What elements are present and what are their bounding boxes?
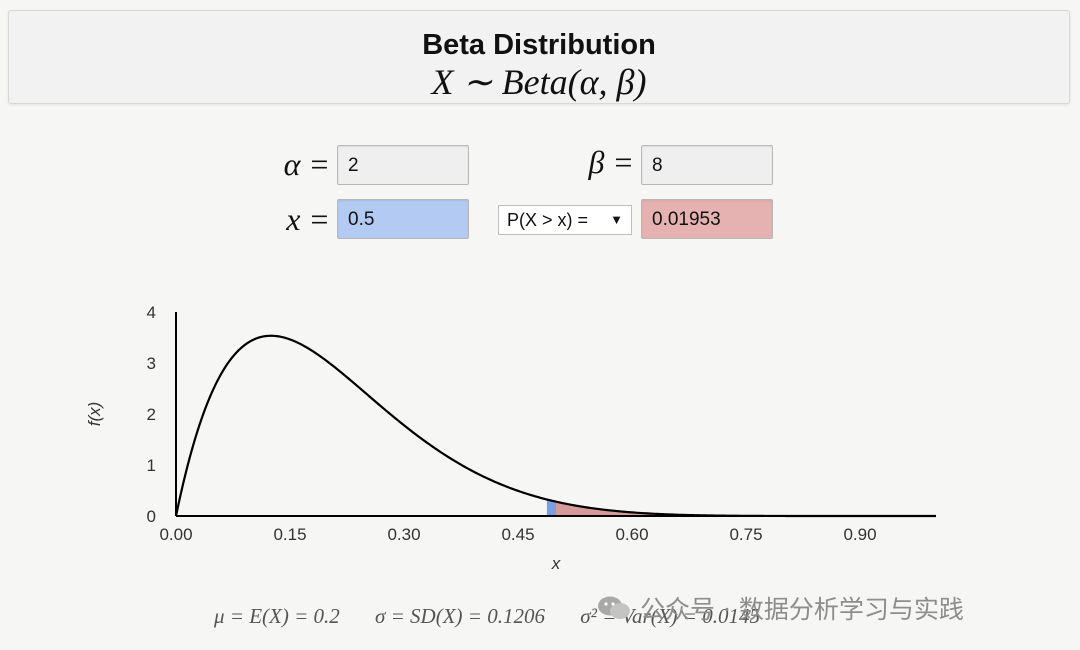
x-tick-label: 0.60: [615, 525, 648, 544]
beta-input[interactable]: 8: [641, 145, 773, 185]
x-label: x =: [286, 201, 330, 237]
wechat-icon: [596, 595, 632, 621]
right-tail-area: [556, 501, 936, 516]
page-title: Beta Distribution: [422, 29, 656, 61]
marker-sliver: [546, 499, 556, 516]
probability-type-select[interactable]: P(X > x) = ▼: [498, 205, 632, 235]
x-axis-label: x: [551, 554, 561, 573]
y-tick-label: 0: [147, 507, 156, 526]
x-tick-label: 0.15: [273, 525, 306, 544]
x-tick-label: 0.90: [843, 525, 876, 544]
sd-stat: σ = SD(X) = 0.1206: [375, 604, 545, 628]
y-tick-label: 4: [147, 303, 156, 322]
x-tick-label: 0.45: [501, 525, 534, 544]
probability-output: 0.01953: [641, 199, 773, 239]
probability-type-selected: P(X > x) =: [507, 210, 589, 230]
x-input[interactable]: 0.5: [337, 199, 469, 239]
alpha-label: α =: [283, 146, 330, 182]
x-tick-label: 0.30: [387, 525, 420, 544]
x-tick-label: 0.75: [729, 525, 762, 544]
pdf-curve: [174, 334, 936, 518]
y-tick-label: 2: [147, 405, 156, 424]
beta-label: β =: [588, 144, 634, 180]
header-panel: Beta Distribution X ∼ Beta(α, β): [8, 10, 1070, 104]
y-axis-label: f(x): [85, 402, 104, 427]
y-tick-label: 3: [147, 354, 156, 373]
y-tick-label: 1: [147, 456, 156, 475]
watermark: 公众号 · 数据分析学习与实践: [596, 590, 964, 626]
mean-stat: μ = E(X) = 0.2: [214, 604, 340, 628]
chevron-down-icon: ▼: [610, 212, 623, 227]
alpha-input[interactable]: 2: [337, 145, 469, 185]
distribution-formula: X ∼ Beta(α, β): [431, 62, 647, 102]
x-tick-label: 0.00: [159, 525, 192, 544]
watermark-text: 公众号 · 数据分析学习与实践: [640, 595, 964, 624]
